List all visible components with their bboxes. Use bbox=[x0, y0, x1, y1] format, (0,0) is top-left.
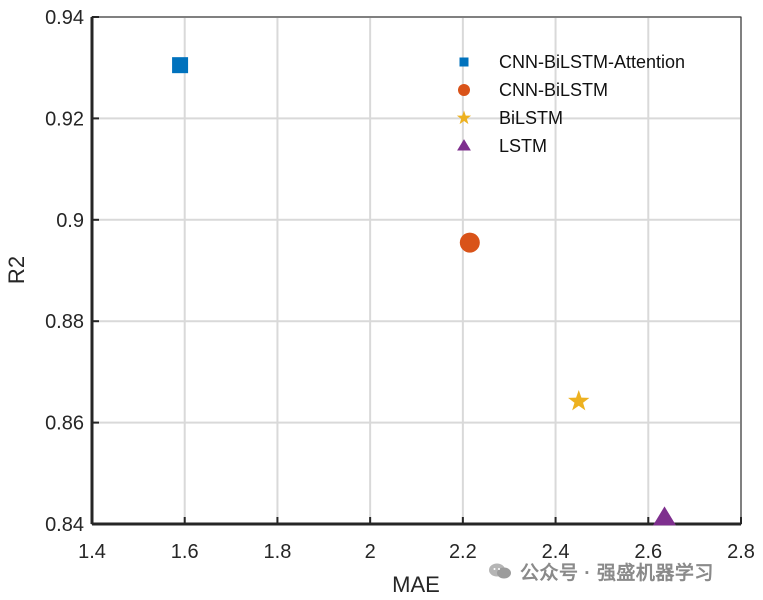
grid-lines bbox=[91, 16, 742, 525]
legend-label: CNN-BiLSTM-Attention bbox=[499, 52, 685, 72]
legend: CNN-BiLSTM-Attention CNN-BiLSTM BiLSTM LSTM bbox=[456, 52, 685, 156]
legend-label: CNN-BiLSTM bbox=[499, 80, 608, 100]
tick-labels: 1.4 1.6 1.8 2 2.2 2.4 2.6 2.8 0.84 0.86 0.88 0.9 0.9… bbox=[45, 7, 755, 563]
y-tick-label: 0.86 bbox=[45, 413, 84, 435]
data-points bbox=[172, 57, 677, 526]
axes bbox=[90, 16, 742, 526]
y-tick-label: 0.84 bbox=[45, 514, 84, 536]
x-tick-label: 2.8 bbox=[727, 541, 755, 563]
x-tick-label: 1.4 bbox=[78, 541, 106, 563]
legend-label: LSTM bbox=[499, 136, 547, 156]
y-tick-label: 0.9 bbox=[56, 210, 84, 232]
x-axis-title: MAE bbox=[392, 572, 440, 597]
plot-frame bbox=[91, 16, 742, 525]
data-point-square bbox=[172, 57, 189, 74]
watermark-text: 公众号 · 强盛机器学习 bbox=[520, 562, 714, 584]
wechat-icon bbox=[489, 563, 511, 579]
watermark: 公众号 · 强盛机器学习 bbox=[488, 556, 714, 586]
data-point-star bbox=[568, 390, 590, 411]
data-point-triangle bbox=[653, 506, 677, 526]
x-tick-label: 2.6 bbox=[634, 541, 662, 563]
legend-marker-circle bbox=[458, 84, 470, 96]
x-tick-label: 2 bbox=[365, 541, 376, 563]
x-tick-label: 1.6 bbox=[171, 541, 199, 563]
x-tick-label: 2.4 bbox=[542, 541, 570, 563]
legend-marker-triangle bbox=[457, 139, 471, 151]
y-tick-label: 0.88 bbox=[45, 311, 84, 333]
y-axis-title: R2 bbox=[4, 256, 29, 284]
legend-marker-square bbox=[459, 57, 469, 67]
legend-marker-star bbox=[456, 110, 472, 125]
y-tick-label: 0.92 bbox=[45, 108, 84, 130]
x-tick-label: 1.8 bbox=[264, 541, 292, 563]
data-point-circle bbox=[459, 232, 480, 253]
legend-label: BiLSTM bbox=[499, 108, 563, 128]
x-tick-label: 2.2 bbox=[449, 541, 477, 563]
y-tick-label: 0.94 bbox=[45, 7, 84, 29]
